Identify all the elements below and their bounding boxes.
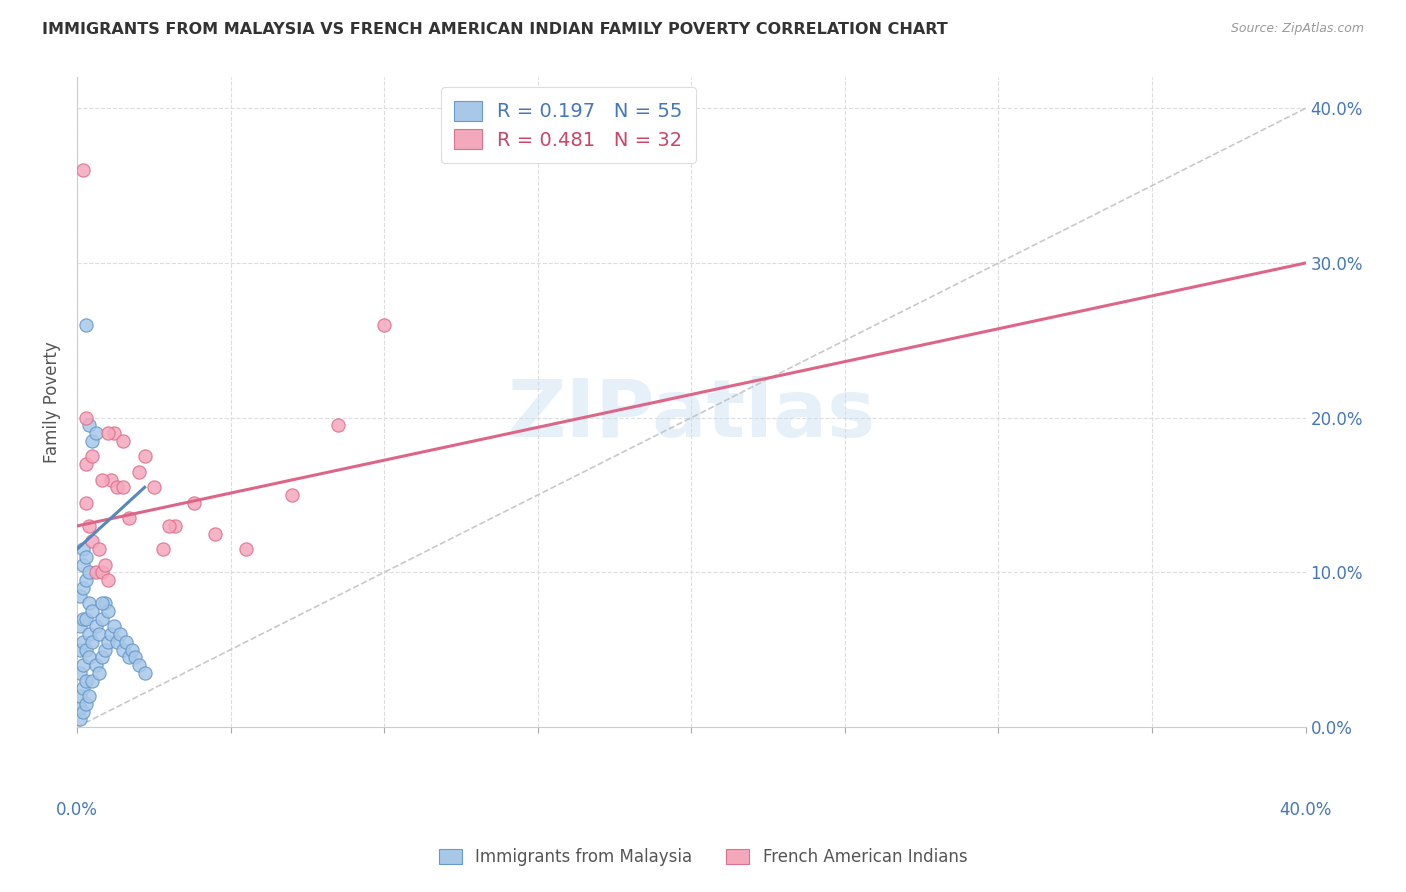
Point xyxy=(69,642,91,657)
Point xyxy=(79,689,101,703)
Point xyxy=(75,549,97,564)
Point xyxy=(84,566,107,580)
Point xyxy=(84,619,107,633)
Point xyxy=(82,604,104,618)
Point xyxy=(134,450,156,464)
Point xyxy=(75,612,97,626)
Point xyxy=(165,519,187,533)
Point xyxy=(100,627,122,641)
Point xyxy=(69,665,91,680)
Point xyxy=(128,658,150,673)
Point xyxy=(79,596,101,610)
Point xyxy=(157,519,180,533)
Point xyxy=(90,612,112,626)
Point xyxy=(75,697,97,711)
Legend: R = 0.197   N = 55, R = 0.481   N = 32: R = 0.197 N = 55, R = 0.481 N = 32 xyxy=(440,87,696,163)
Point xyxy=(72,705,94,719)
Point xyxy=(152,542,174,557)
Point xyxy=(72,542,94,557)
Point xyxy=(87,627,110,641)
Point xyxy=(142,480,165,494)
Text: IMMIGRANTS FROM MALAYSIA VS FRENCH AMERICAN INDIAN FAMILY POVERTY CORRELATION CH: IMMIGRANTS FROM MALAYSIA VS FRENCH AMERI… xyxy=(42,22,948,37)
Point xyxy=(103,619,125,633)
Point xyxy=(84,658,107,673)
Point xyxy=(79,566,101,580)
Text: 0.0%: 0.0% xyxy=(56,801,98,819)
Point xyxy=(128,465,150,479)
Point xyxy=(97,635,120,649)
Point xyxy=(105,635,128,649)
Point xyxy=(90,596,112,610)
Text: Source: ZipAtlas.com: Source: ZipAtlas.com xyxy=(1230,22,1364,36)
Point xyxy=(72,612,94,626)
Point xyxy=(204,526,226,541)
Point xyxy=(82,534,104,549)
Point xyxy=(87,542,110,557)
Point xyxy=(326,418,349,433)
Point xyxy=(90,566,112,580)
Point xyxy=(79,650,101,665)
Point xyxy=(90,473,112,487)
Point xyxy=(93,642,115,657)
Point xyxy=(72,581,94,595)
Point xyxy=(124,650,146,665)
Point xyxy=(75,642,97,657)
Text: ZIPatlas: ZIPatlas xyxy=(508,376,876,454)
Legend: Immigrants from Malaysia, French American Indians: Immigrants from Malaysia, French America… xyxy=(430,840,976,875)
Point xyxy=(84,426,107,441)
Point xyxy=(75,573,97,587)
Point xyxy=(97,426,120,441)
Point xyxy=(69,589,91,603)
Point xyxy=(75,496,97,510)
Point xyxy=(134,665,156,680)
Point xyxy=(69,712,91,726)
Point xyxy=(97,604,120,618)
Point xyxy=(183,496,205,510)
Point xyxy=(72,658,94,673)
Point xyxy=(69,619,91,633)
Point xyxy=(112,642,135,657)
Y-axis label: Family Poverty: Family Poverty xyxy=(44,342,60,463)
Point xyxy=(100,473,122,487)
Point xyxy=(75,318,97,332)
Point xyxy=(112,480,135,494)
Point xyxy=(79,627,101,641)
Point xyxy=(118,650,141,665)
Point xyxy=(82,635,104,649)
Point xyxy=(82,450,104,464)
Point xyxy=(112,434,135,448)
Point xyxy=(72,163,94,178)
Point xyxy=(121,642,143,657)
Point xyxy=(93,558,115,572)
Text: 40.0%: 40.0% xyxy=(1279,801,1331,819)
Point xyxy=(103,426,125,441)
Point xyxy=(79,418,101,433)
Point xyxy=(72,635,94,649)
Point xyxy=(82,434,104,448)
Point xyxy=(118,511,141,525)
Point xyxy=(115,635,138,649)
Point xyxy=(79,519,101,533)
Point xyxy=(72,558,94,572)
Point xyxy=(281,488,304,502)
Point xyxy=(105,480,128,494)
Point xyxy=(373,318,395,332)
Point xyxy=(87,665,110,680)
Point xyxy=(93,596,115,610)
Point xyxy=(69,689,91,703)
Point xyxy=(75,673,97,688)
Point xyxy=(108,627,131,641)
Point xyxy=(97,573,120,587)
Point xyxy=(75,410,97,425)
Point xyxy=(90,650,112,665)
Point xyxy=(72,681,94,696)
Point xyxy=(82,673,104,688)
Point xyxy=(75,457,97,471)
Point xyxy=(69,701,91,715)
Point xyxy=(235,542,257,557)
